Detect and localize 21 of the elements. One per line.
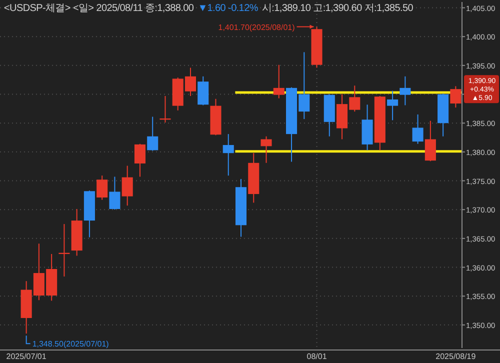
annotation: 1,401.70(2025/08/01) [218, 22, 296, 32]
annotation: 시:1,389.10 고:1,390.60 저:1,385.50 [262, 3, 414, 14]
candlestick [273, 64, 284, 99]
candlestick [412, 114, 424, 144]
candlestick [122, 165, 133, 206]
candlestick [260, 136, 272, 164]
candlestick [400, 76, 411, 106]
candlestick [222, 134, 234, 176]
annotation: ▼1.60 -0.12% [198, 3, 258, 14]
candlestick [96, 175, 108, 200]
candlestick [147, 116, 158, 152]
annotation: 1,348.50(2025/07/01) [32, 340, 110, 349]
candlestick [134, 143, 146, 178]
candlestick [198, 76, 209, 106]
candlestick [424, 120, 436, 162]
x-tick-label: 2025/07/01 [6, 352, 47, 361]
candlestick [387, 90, 398, 121]
x-tick-label: 2025/08/19 [436, 352, 476, 361]
x-tick-label: 08/01 [306, 352, 328, 361]
candlestick [109, 176, 120, 210]
chart-title: <USDSP-체결> <일> 2025/08/11 종:1,388.00 [4, 3, 194, 14]
